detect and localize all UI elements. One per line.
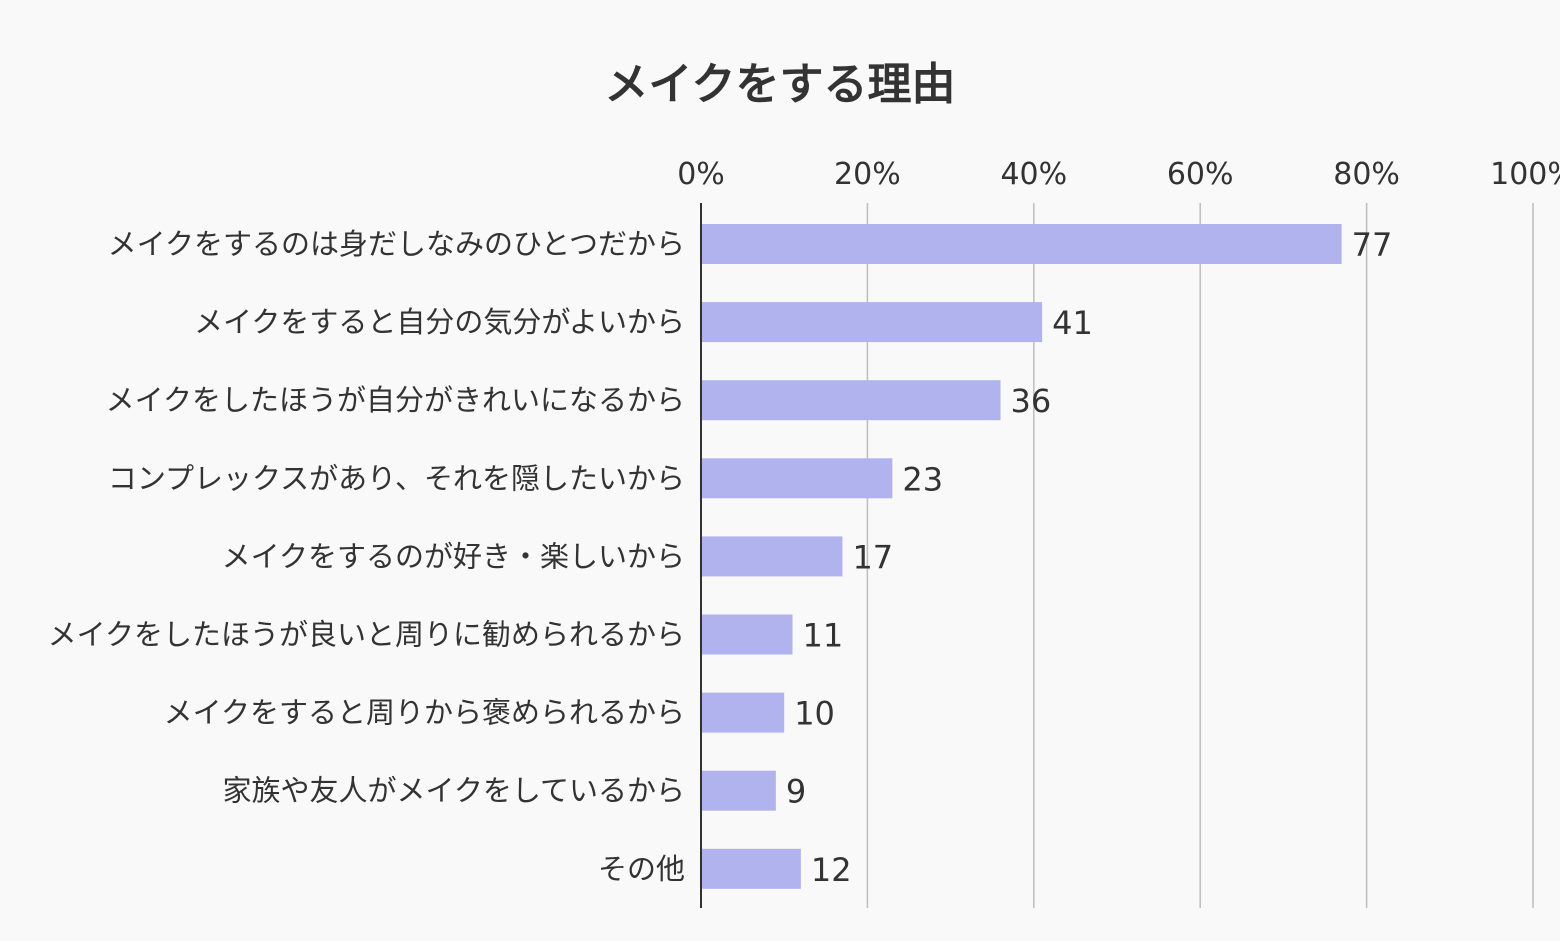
category-label: メイクをすると周りから褒められるから [164, 696, 685, 730]
data-label: 12 [811, 851, 852, 889]
category-label: メイクをすると自分の気分がよいから [194, 305, 685, 339]
data-label: 17 [852, 538, 893, 576]
category-label: メイクをするのが好き・楽しいから [222, 539, 685, 573]
category-label: コンプレックスがあり、それを隠したいから [108, 461, 685, 495]
x-tick-label: 60% [1167, 157, 1234, 192]
bar [701, 692, 785, 733]
bar [701, 614, 793, 655]
bar [701, 224, 1342, 264]
x-tick-label: 40% [1000, 157, 1067, 192]
data-label: 36 [1011, 382, 1052, 420]
chart-title: メイクをする理由 [604, 59, 956, 110]
bar [701, 770, 776, 811]
category-label: メイクをしたほうが良いと周りに勧められるから [48, 618, 685, 652]
category-label: 家族や友人がメイクをしているから [222, 774, 685, 808]
category-label: メイクをしたほうが自分がきれいになるから [106, 383, 685, 417]
x-tick-label: 20% [834, 157, 901, 192]
bar [701, 380, 1001, 421]
category-label: その他 [598, 852, 685, 886]
x-tick-label: 100% [1490, 157, 1560, 192]
data-label: 11 [803, 617, 844, 655]
data-label: 41 [1052, 304, 1093, 342]
bar [701, 848, 801, 889]
data-label: 9 [786, 773, 806, 811]
data-label: 23 [902, 460, 943, 498]
bar [701, 458, 893, 499]
x-tick-label: 0% [677, 157, 725, 192]
category-label: メイクをするのは身だしなみのひとつだから [108, 227, 685, 261]
data-label: 77 [1352, 226, 1393, 264]
bar [701, 302, 1043, 343]
data-label: 10 [794, 695, 835, 733]
bar [701, 536, 843, 577]
x-tick-label: 80% [1333, 157, 1400, 192]
